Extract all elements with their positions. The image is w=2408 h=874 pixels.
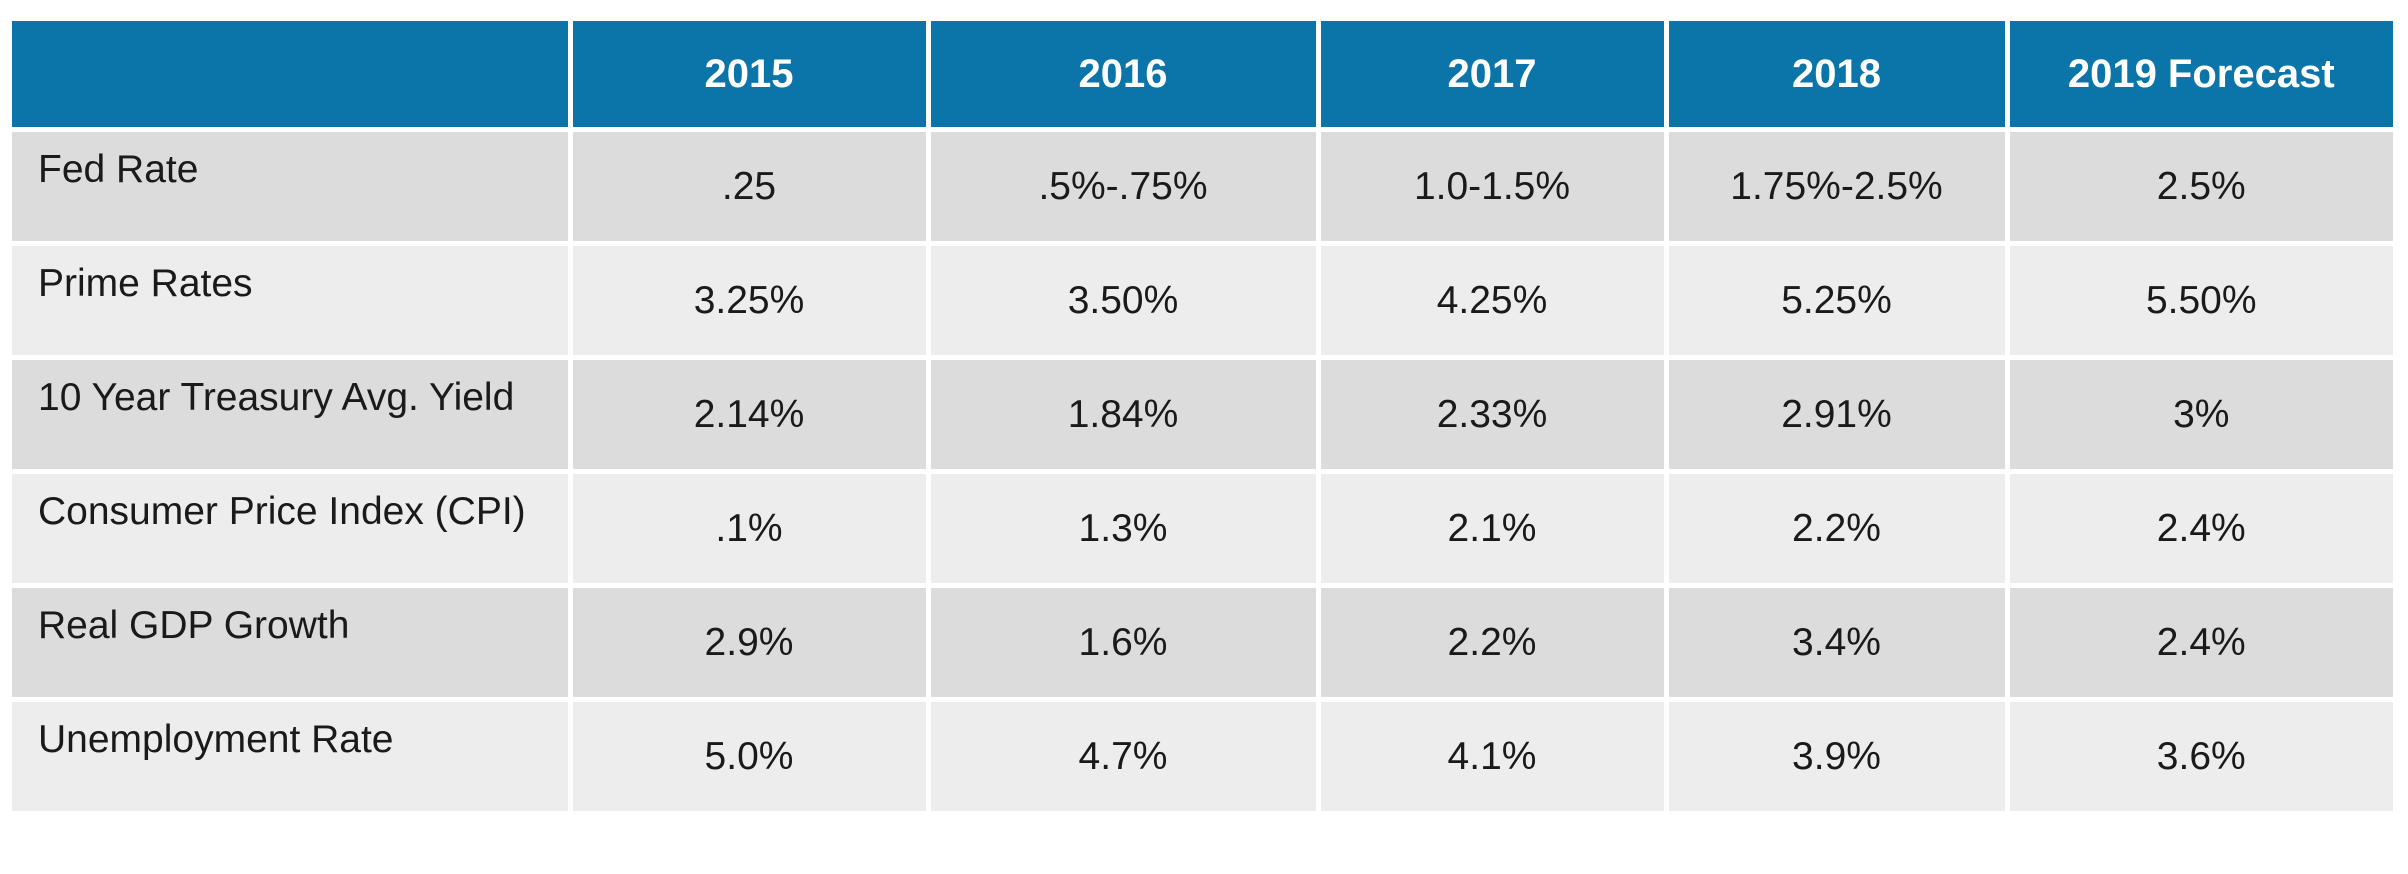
table-cell: 4.1% [1315, 697, 1669, 811]
table-row: 10 Year Treasury Avg. Yield 2.14% 1.84% 2.3… [12, 355, 2393, 474]
table-cell: 2.14% [567, 355, 931, 474]
table-cell: 5.0% [567, 697, 931, 811]
column-header: 2016 [925, 21, 1321, 132]
table-container: 2015 2016 2017 2018 2019 Forecast Fed Rate .2… [12, 21, 2393, 811]
row-label: Fed Rate [12, 127, 573, 246]
table-cell: 1.84% [925, 355, 1321, 474]
table-cell: 3.25% [567, 241, 931, 360]
column-header: 2018 [1663, 21, 2010, 132]
table-cell: .25 [567, 127, 931, 246]
table-cell: 3.50% [925, 241, 1321, 360]
table-cell: 1.0-1.5% [1315, 127, 1669, 246]
row-label: Prime Rates [12, 241, 573, 360]
table-row: Real GDP Growth 2.9% 1.6% 2.2% 3.4% 2.4% [12, 583, 2393, 702]
table-cell: .1% [567, 469, 931, 588]
table-row: Prime Rates 3.25% 3.50% 4.25% 5.25% 5.50% [12, 241, 2393, 360]
header-row: 2015 2016 2017 2018 2019 Forecast [12, 21, 2393, 132]
row-label: Real GDP Growth [12, 583, 573, 702]
table-cell: 4.25% [1315, 241, 1669, 360]
row-label: Consumer Price Index (CPI) [12, 469, 573, 588]
table-cell: 1.75%-2.5% [1663, 127, 2010, 246]
table-cell: 2.4% [2004, 469, 2393, 588]
table-cell: 2.2% [1663, 469, 2010, 588]
row-label: 10 Year Treasury Avg. Yield [12, 355, 573, 474]
table-cell: 1.3% [925, 469, 1321, 588]
table-cell: 5.50% [2004, 241, 2393, 360]
table-row: Fed Rate .25.5%-.75% 1.0-1.5% 1.75%-2.5% 2.5… [12, 127, 2393, 246]
economic-table: 2015 2016 2017 2018 2019 Forecast Fed Rate .2… [12, 21, 2393, 811]
table-row: Consumer Price Index (CPI) .1% 1.3% 2.1% 2.2… [12, 469, 2393, 588]
table-cell: 2.2% [1315, 583, 1669, 702]
table-cell: 2.5% [2004, 127, 2393, 246]
header-corner [12, 21, 573, 132]
row-label: Unemployment Rate [12, 697, 573, 811]
table-cell: 3.6% [2004, 697, 2393, 811]
table-row: Unemployment Rate 5.0% 4.7% 4.1% 3.9% 3.6% [12, 697, 2393, 811]
table-cell: 2.9% [567, 583, 931, 702]
table-cell: 2.33% [1315, 355, 1669, 474]
table-cell: 2.4% [2004, 583, 2393, 702]
column-header: 2017 [1315, 21, 1669, 132]
table-cell: 2.91% [1663, 355, 2010, 474]
table-cell: 2.1% [1315, 469, 1669, 588]
table-cell: 3% [2004, 355, 2393, 474]
table-cell: 3.4% [1663, 583, 2010, 702]
table-cell: 5.25% [1663, 241, 2010, 360]
table-cell: 4.7% [925, 697, 1321, 811]
table-cell: .5%-.75% [925, 127, 1321, 246]
column-header: 2019 Forecast [2004, 21, 2393, 132]
column-header: 2015 [567, 21, 931, 132]
table-cell: 3.9% [1663, 697, 2010, 811]
table-body: Fed Rate .25.5%-.75% 1.0-1.5% 1.75%-2.5% 2.5… [12, 127, 2393, 811]
table-cell: 1.6% [925, 583, 1321, 702]
